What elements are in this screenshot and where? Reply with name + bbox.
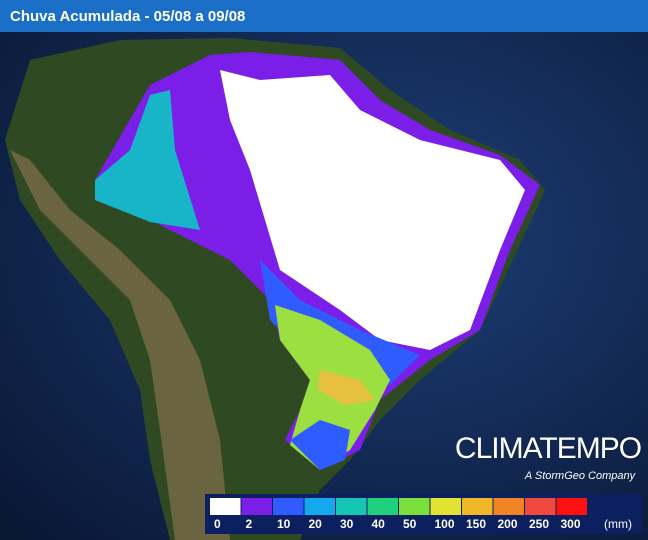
legend-swatch <box>241 498 272 515</box>
rain-dry <box>220 70 525 350</box>
header-bar <box>0 0 648 32</box>
legend-swatch <box>556 498 587 515</box>
rain-band <box>260 260 420 385</box>
rain-south-tip <box>290 420 350 470</box>
legend-swatch <box>304 498 335 515</box>
legend-label: 0 <box>214 517 221 531</box>
legend-label: 2 <box>246 517 253 531</box>
legend: 0 2 10 20 30 40 50 100 150 200 250 300 <box>210 498 587 531</box>
legend-unit: (mm) <box>604 517 632 531</box>
legend-swatch <box>273 498 304 515</box>
legend-label: 250 <box>529 517 549 531</box>
legend-swatch <box>336 498 367 515</box>
brand-tagline: A StormGeo Company <box>524 470 637 482</box>
legend-swatch <box>430 498 461 515</box>
legend-label: 40 <box>372 517 386 531</box>
legend-label: 20 <box>309 517 323 531</box>
title: Chuva Acumulada - 05/08 a 09/08 <box>10 8 245 25</box>
legend-swatch <box>462 498 493 515</box>
brand-name: CLIMATEMPO <box>455 432 641 465</box>
legend-swatch <box>367 498 398 515</box>
legend-label: 300 <box>561 517 581 531</box>
andes <box>10 150 230 540</box>
legend-label: 30 <box>340 517 354 531</box>
rain-heavy <box>318 370 375 405</box>
legend-swatch <box>399 498 430 515</box>
legend-label: 100 <box>435 517 455 531</box>
legend-label: 50 <box>403 517 417 531</box>
legend-label: 10 <box>277 517 291 531</box>
legend-swatch <box>525 498 556 515</box>
legend-swatch <box>210 498 241 515</box>
legend-label: 200 <box>498 517 518 531</box>
rain-west <box>95 90 200 230</box>
legend-swatch <box>493 498 524 515</box>
legend-label: 150 <box>466 517 486 531</box>
